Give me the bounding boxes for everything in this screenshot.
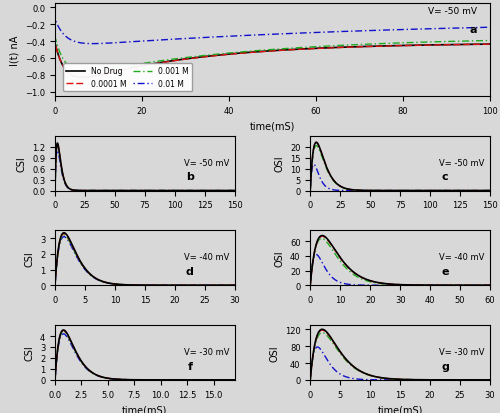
Text: c: c: [442, 172, 448, 182]
Y-axis label: CSI: CSI: [24, 345, 34, 361]
X-axis label: time(mS): time(mS): [122, 404, 168, 413]
Y-axis label: I(t) nA: I(t) nA: [10, 35, 20, 66]
Text: V= -30 mV: V= -30 mV: [184, 347, 230, 356]
Y-axis label: CSI: CSI: [16, 156, 26, 172]
Text: g: g: [441, 361, 449, 371]
X-axis label: time(mS): time(mS): [250, 121, 295, 131]
Y-axis label: OSI: OSI: [274, 155, 284, 172]
Legend: No Drug, 0.0001 M, 0.001 M, 0.01 M: No Drug, 0.0001 M, 0.001 M, 0.01 M: [63, 64, 192, 92]
X-axis label: time(mS): time(mS): [378, 404, 423, 413]
Text: V= -50 mV: V= -50 mV: [428, 7, 477, 16]
Y-axis label: OSI: OSI: [274, 250, 284, 266]
Text: f: f: [188, 361, 192, 371]
Text: V= -50 mV: V= -50 mV: [184, 158, 230, 167]
Text: b: b: [186, 172, 194, 182]
Text: e: e: [442, 266, 449, 276]
Text: V= -40 mV: V= -40 mV: [184, 253, 230, 262]
Text: V= -40 mV: V= -40 mV: [439, 253, 484, 262]
Text: V= -50 mV: V= -50 mV: [439, 158, 484, 167]
Text: a: a: [470, 24, 477, 34]
Text: d: d: [186, 266, 194, 276]
Text: V= -30 mV: V= -30 mV: [439, 347, 484, 356]
Y-axis label: CSI: CSI: [24, 250, 34, 266]
Y-axis label: OSI: OSI: [269, 344, 279, 361]
